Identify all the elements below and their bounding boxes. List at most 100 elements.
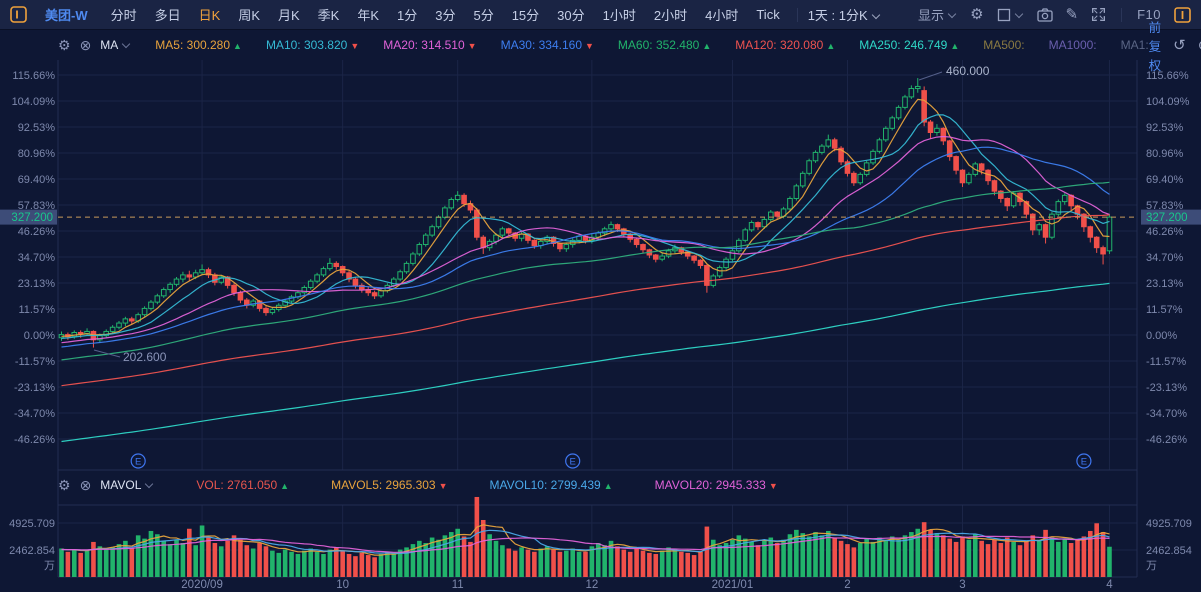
tab-1分[interactable]: 1分 xyxy=(397,8,418,23)
svg-text:-34.70%: -34.70% xyxy=(1146,408,1187,420)
mavol-lines xyxy=(61,524,1110,556)
legend-ma500[interactable]: MA500: xyxy=(983,38,1025,52)
svg-text:0.00%: 0.00% xyxy=(24,330,55,342)
camera-icon[interactable] xyxy=(1036,7,1053,22)
price-adjust-selector[interactable]: 前复权 xyxy=(1148,20,1162,73)
reset-zoom-icon[interactable]: ↺ xyxy=(1173,37,1186,54)
legend-vol[interactable]: VOL: 2761.050 ▲ xyxy=(196,478,290,492)
tab-5分[interactable]: 5分 xyxy=(473,8,494,23)
side-panel-toggle-icon[interactable] xyxy=(1174,6,1191,23)
svg-text:E: E xyxy=(1081,457,1087,468)
tab-3分[interactable]: 3分 xyxy=(435,8,456,23)
svg-text:92.53%: 92.53% xyxy=(1146,122,1184,134)
arrow-down-icon: ▼ xyxy=(585,41,594,51)
arrow-up-icon: ▲ xyxy=(826,41,836,51)
svg-text:4925.709: 4925.709 xyxy=(1146,518,1192,530)
chart-toolbar: 美团-W 分时 多日 日K 周K 月K 季K 年K 1分 3分 5分 15分 30分 1小时 2小时 4小时… xyxy=(0,0,1201,30)
tab-日K[interactable]: 日K xyxy=(198,8,221,23)
svg-text:万: 万 xyxy=(1146,560,1157,572)
svg-text:69.40%: 69.40% xyxy=(1146,174,1184,186)
legend-ma1[interactable]: MA1: xyxy=(1120,38,1149,52)
tab-季K[interactable]: 季K xyxy=(317,8,340,23)
arrow-down-icon: ▼ xyxy=(467,41,477,51)
svg-text:万: 万 xyxy=(44,560,55,572)
svg-text:2021/01: 2021/01 xyxy=(712,579,754,591)
divider xyxy=(796,7,798,22)
tab-4小时[interactable]: 4小时 xyxy=(705,8,739,23)
legend-ma5[interactable]: MA5: 300.280 ▲ xyxy=(155,38,242,52)
toolbar-right-icons: 显示 ⚙ ✎ F10 xyxy=(918,5,1191,24)
tab-1小时[interactable]: 1小时 xyxy=(602,8,636,23)
candlestick-series[interactable] xyxy=(58,78,1113,348)
custom-period-selector[interactable]: 1天 : 1分K xyxy=(808,5,881,24)
mavol-selector[interactable]: MAVOL xyxy=(100,478,154,492)
svg-text:2462.854: 2462.854 xyxy=(9,545,55,557)
svg-text:57.83%: 57.83% xyxy=(1146,200,1184,212)
svg-text:115.66%: 115.66% xyxy=(12,70,55,82)
chart-style-selector[interactable] xyxy=(997,8,1024,22)
legend-ma1000[interactable]: MA1000: xyxy=(1048,38,1097,52)
tab-30分[interactable]: 30分 xyxy=(557,8,585,23)
tab-周K[interactable]: 周K xyxy=(238,8,260,23)
legend-ma10[interactable]: MA10: 303.820 ▼ xyxy=(265,38,360,52)
settings-gear-icon[interactable]: ⚙ xyxy=(970,6,984,23)
mavol-values: VOL: 2761.050 ▲ MAVOL5: 2965.303 ▼ MAVOL10: … xyxy=(154,478,777,492)
legend-mavol20[interactable]: MAVOL20: 2945.333 ▼ xyxy=(654,478,778,492)
tab-分时[interactable]: 分时 xyxy=(110,8,137,23)
ma-values: MA5: 300.280 ▲ MA10: 303.820 ▼ MA20: 314.510… xyxy=(131,38,1148,52)
svg-text:-34.70%: -34.70% xyxy=(14,408,55,420)
svg-text:-46.26%: -46.26% xyxy=(14,434,55,446)
arrow-up-icon: ▲ xyxy=(603,481,613,491)
tab-月K[interactable]: 月K xyxy=(277,8,300,23)
svg-text:34.70%: 34.70% xyxy=(1146,252,1184,264)
indicator-settings-gear-icon[interactable]: ⚙ xyxy=(58,37,71,53)
svg-text:23.13%: 23.13% xyxy=(1146,278,1184,290)
display-menu[interactable]: 显示 xyxy=(918,5,957,24)
chevron-down-icon xyxy=(122,39,131,49)
tab-15分[interactable]: 15分 xyxy=(511,8,540,23)
arrow-down-icon: ▼ xyxy=(438,481,448,491)
svg-text:4925.709: 4925.709 xyxy=(9,518,55,530)
tab-2小时[interactable]: 2小时 xyxy=(653,8,688,23)
fullscreen-expand-icon[interactable] xyxy=(1091,7,1106,22)
svg-text:327.200: 327.200 xyxy=(11,212,53,224)
svg-text:E: E xyxy=(570,457,576,468)
remove-indicator-icon[interactable]: ⊗ xyxy=(79,477,92,493)
tab-Tick[interactable]: Tick xyxy=(756,7,780,22)
f10-fundamentals-button[interactable]: F10 xyxy=(1137,7,1161,22)
zoom-out-icon[interactable]: ⊖ xyxy=(1198,36,1201,54)
svg-text:69.40%: 69.40% xyxy=(18,174,56,186)
watchlist-panel-icon[interactable] xyxy=(10,6,27,23)
chevron-down-icon xyxy=(145,479,154,489)
svg-text:202.600: 202.600 xyxy=(123,350,167,364)
legend-ma30[interactable]: MA30: 334.160 ▼ xyxy=(500,38,594,52)
svg-text:-46.26%: -46.26% xyxy=(1146,434,1187,446)
ma-selector[interactable]: MA xyxy=(100,38,131,52)
draw-pen-icon[interactable]: ✎ xyxy=(1065,6,1079,23)
price-annotations: 460.000 202.600 xyxy=(93,64,990,364)
svg-text:23.13%: 23.13% xyxy=(18,278,56,290)
svg-text:46.26%: 46.26% xyxy=(18,226,56,238)
tab-多日[interactable]: 多日 xyxy=(154,8,181,23)
legend-ma120[interactable]: MA120: 320.080 ▲ xyxy=(735,38,836,52)
arrow-up-icon: ▲ xyxy=(233,41,242,51)
stock-symbol[interactable]: 美团-W xyxy=(45,8,88,23)
legend-mavol10[interactable]: MAVOL10: 2799.439 ▲ xyxy=(489,478,613,492)
period-tabs: 分时 多日 日K 周K 月K 季K 年K 1分 3分 5分 15分 30分 1小时 2小时 4小时 Tick xyxy=(102,5,789,24)
tab-年K[interactable]: 年K xyxy=(357,8,379,23)
legend-ma20[interactable]: MA20: 314.510 ▼ xyxy=(383,38,477,52)
legend-mavol5[interactable]: MAVOL5: 2965.303 ▼ xyxy=(331,478,448,492)
arrow-up-icon: ▲ xyxy=(280,481,290,491)
legend-ma60[interactable]: MA60: 352.480 ▲ xyxy=(617,38,712,52)
volume-series[interactable] xyxy=(59,496,1112,577)
svg-text:104.09%: 104.09% xyxy=(1146,96,1190,108)
legend-ma250[interactable]: MA250: 246.749 ▲ xyxy=(859,38,960,52)
remove-indicator-icon[interactable]: ⊗ xyxy=(79,37,92,53)
svg-text:11.57%: 11.57% xyxy=(19,304,56,316)
svg-text:115.66%: 115.66% xyxy=(1146,70,1189,82)
svg-text:4: 4 xyxy=(1106,579,1113,591)
indicator-settings-gear-icon[interactable]: ⚙ xyxy=(58,477,71,493)
